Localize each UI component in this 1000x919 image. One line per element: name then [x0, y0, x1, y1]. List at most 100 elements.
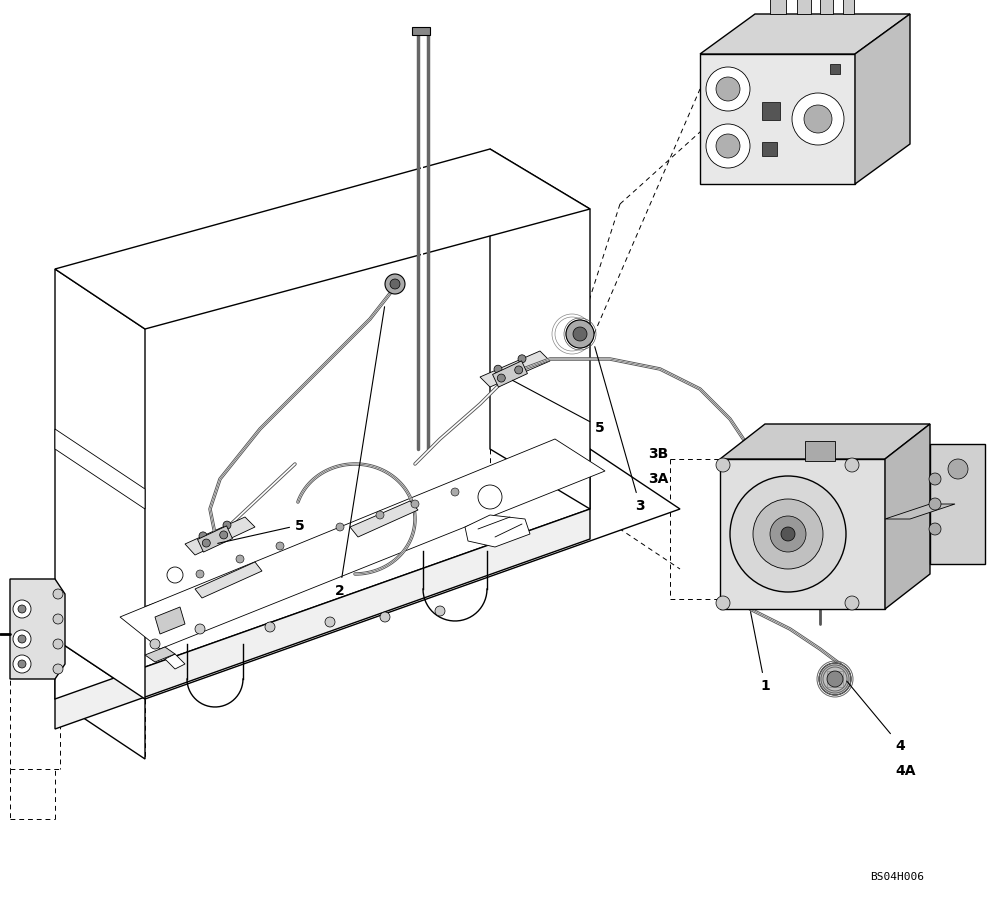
Bar — [770, 0, 786, 15]
Circle shape — [706, 68, 750, 112]
Circle shape — [336, 524, 344, 531]
Polygon shape — [165, 654, 185, 669]
Polygon shape — [700, 15, 910, 55]
Circle shape — [376, 512, 384, 519]
Circle shape — [792, 94, 844, 146]
Polygon shape — [55, 269, 145, 699]
Circle shape — [804, 106, 832, 134]
Circle shape — [53, 589, 63, 599]
Circle shape — [13, 630, 31, 648]
Polygon shape — [185, 517, 255, 555]
Circle shape — [948, 460, 968, 480]
Polygon shape — [885, 505, 955, 519]
Bar — [762, 142, 777, 157]
Bar — [700, 55, 855, 185]
Text: 3A: 3A — [648, 471, 668, 485]
Circle shape — [716, 459, 730, 472]
Circle shape — [566, 321, 594, 348]
Text: 5: 5 — [512, 380, 605, 435]
Circle shape — [845, 459, 859, 472]
Polygon shape — [930, 445, 985, 564]
Polygon shape — [55, 150, 590, 330]
Circle shape — [730, 476, 846, 593]
Circle shape — [451, 489, 459, 496]
Circle shape — [196, 571, 204, 578]
Circle shape — [827, 671, 843, 687]
Polygon shape — [55, 429, 145, 509]
Circle shape — [265, 622, 275, 632]
Circle shape — [518, 356, 526, 363]
Circle shape — [573, 328, 587, 342]
Circle shape — [494, 366, 502, 374]
Bar — [762, 103, 780, 121]
Circle shape — [53, 664, 63, 675]
Text: BS04H006: BS04H006 — [870, 871, 924, 881]
Circle shape — [435, 607, 445, 617]
Polygon shape — [55, 449, 680, 699]
Polygon shape — [55, 509, 590, 729]
Circle shape — [13, 655, 31, 674]
Bar — [797, 0, 811, 15]
Polygon shape — [465, 516, 530, 548]
Bar — [720, 460, 885, 609]
Circle shape — [929, 498, 941, 510]
Bar — [412, 28, 430, 36]
Polygon shape — [885, 425, 930, 609]
Polygon shape — [350, 502, 418, 538]
Text: 2: 2 — [335, 308, 385, 597]
Circle shape — [929, 524, 941, 536]
Circle shape — [18, 635, 26, 643]
Circle shape — [276, 542, 284, 550]
Circle shape — [716, 78, 740, 102]
Circle shape — [497, 375, 505, 382]
Polygon shape — [120, 439, 605, 650]
Circle shape — [195, 624, 205, 634]
Text: 4A: 4A — [895, 763, 915, 777]
Circle shape — [515, 367, 523, 375]
Circle shape — [706, 125, 750, 169]
Polygon shape — [55, 640, 145, 759]
Polygon shape — [145, 647, 175, 663]
Circle shape — [202, 539, 210, 548]
Circle shape — [411, 501, 419, 508]
Bar — [827, 671, 843, 687]
Polygon shape — [490, 150, 590, 509]
Circle shape — [716, 596, 730, 610]
Polygon shape — [493, 361, 527, 388]
Circle shape — [53, 614, 63, 624]
Circle shape — [478, 485, 502, 509]
Text: 5: 5 — [218, 518, 305, 544]
Circle shape — [819, 664, 851, 696]
Polygon shape — [10, 579, 65, 679]
Polygon shape — [198, 527, 232, 552]
Text: 1: 1 — [751, 612, 770, 692]
Circle shape — [770, 516, 806, 552]
Circle shape — [236, 555, 244, 563]
Text: 3: 3 — [595, 347, 645, 513]
Polygon shape — [155, 607, 185, 634]
Circle shape — [929, 473, 941, 485]
Polygon shape — [480, 352, 550, 388]
Polygon shape — [195, 562, 262, 598]
Circle shape — [845, 596, 859, 610]
Polygon shape — [855, 15, 910, 185]
Polygon shape — [55, 449, 590, 699]
Circle shape — [223, 522, 231, 529]
Circle shape — [390, 279, 400, 289]
Text: 3B: 3B — [648, 447, 668, 460]
Bar — [830, 65, 840, 75]
Circle shape — [220, 531, 228, 539]
Bar — [805, 441, 835, 461]
Polygon shape — [720, 425, 930, 460]
Circle shape — [53, 640, 63, 650]
Circle shape — [150, 640, 160, 650]
Circle shape — [199, 532, 207, 540]
Circle shape — [716, 135, 740, 159]
Circle shape — [753, 499, 823, 570]
Circle shape — [325, 618, 335, 628]
Text: 4: 4 — [847, 681, 905, 752]
Bar — [843, 0, 854, 15]
Circle shape — [781, 528, 795, 541]
Circle shape — [18, 660, 26, 668]
Circle shape — [167, 567, 183, 584]
